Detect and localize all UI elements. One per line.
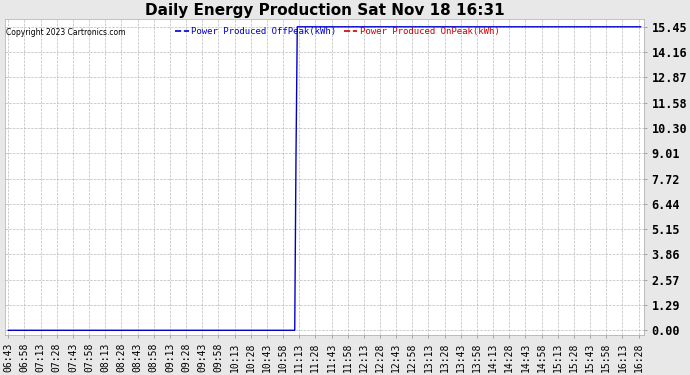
- Title: Daily Energy Production Sat Nov 18 16:31: Daily Energy Production Sat Nov 18 16:31: [145, 3, 504, 18]
- Legend: Power Produced OffPeak(kWh), Power Produced OnPeak(kWh): Power Produced OffPeak(kWh), Power Produ…: [171, 24, 503, 40]
- Text: Copyright 2023 Cartronics.com: Copyright 2023 Cartronics.com: [6, 28, 125, 38]
